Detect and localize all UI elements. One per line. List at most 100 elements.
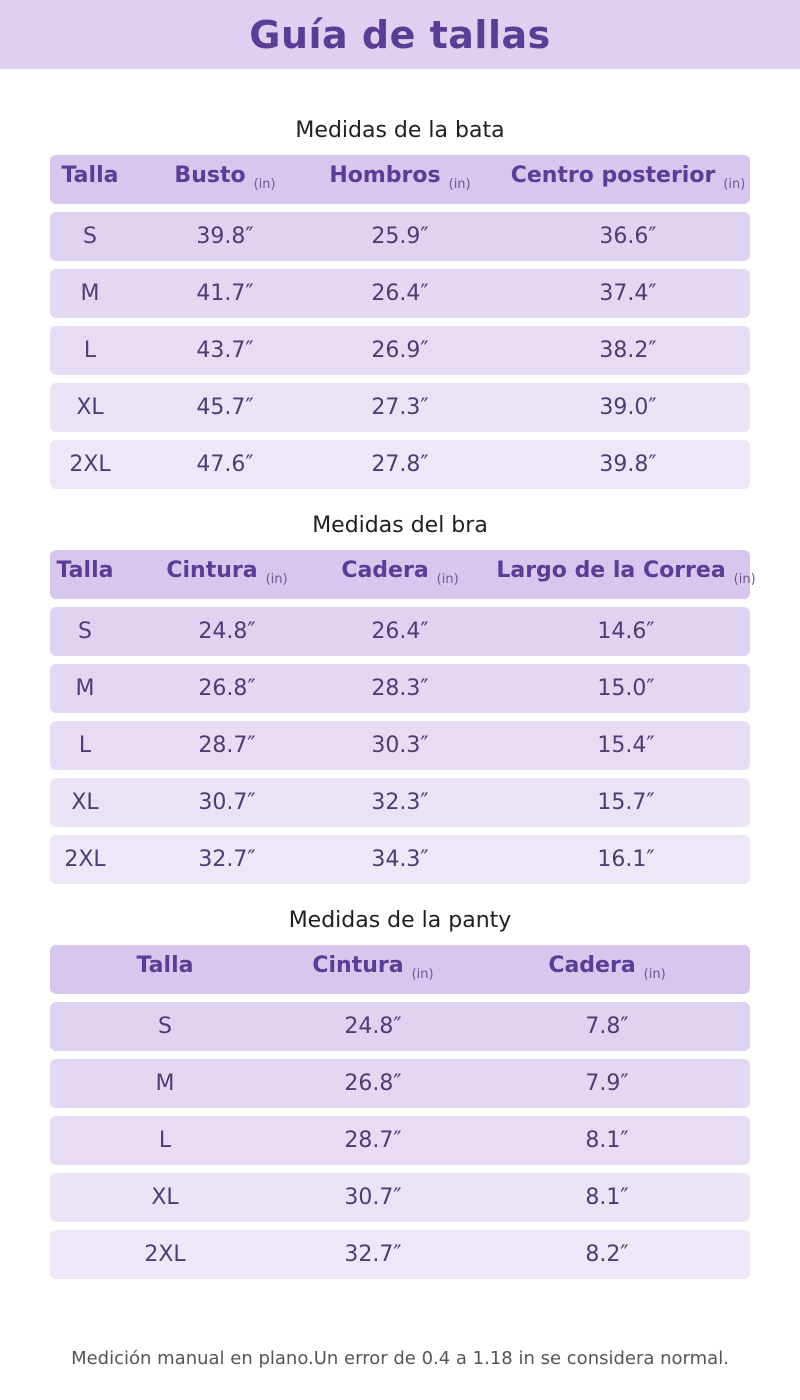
table-row: M 41.7″ 26.4″ 37.4″ [50, 269, 750, 318]
table-cell: 28.3″ [371, 676, 429, 701]
table-header-row: Talla Busto (in) Hombros (in) Centro posterio… [50, 155, 750, 204]
table-row: S 24.8″ 7.8″ [50, 1002, 750, 1051]
table-title: Medidas de la panty [288, 908, 512, 933]
table-cell: 30.7″ [198, 790, 256, 815]
table-cell: 38.2″ [599, 338, 657, 363]
table-cell: 41.7″ [196, 281, 254, 306]
table-cell: 8.1″ [585, 1128, 629, 1153]
table-row: 2XL 32.7″ 8.2″ [50, 1230, 750, 1279]
column-header: Largo de la Correa (in) [476, 550, 776, 599]
column-header-label: Cadera [341, 558, 429, 583]
bra-size-table: Medidas del bra Talla Cintura (in) Cadera (in… [50, 510, 756, 892]
column-header-label: Centro posterior [510, 163, 716, 188]
table-cell: 36.6″ [599, 224, 657, 249]
table-title: Medidas de la bata [295, 118, 505, 143]
table-cell: S [158, 1014, 172, 1039]
table-cell: XL [151, 1185, 179, 1210]
table-cell: 7.9″ [585, 1071, 629, 1096]
column-header: Cadera (in) [250, 550, 550, 599]
table-cell: S [78, 619, 92, 644]
column-header-label: Talla [61, 163, 119, 188]
column-header-label: Talla [136, 953, 194, 978]
column-unit: (in) [411, 967, 434, 982]
table-cell: 2XL [144, 1242, 186, 1267]
table-cell: 26.8″ [344, 1071, 402, 1096]
table-cell: M [155, 1071, 175, 1096]
table-row: 2XL 47.6″ 27.8″ 39.8″ [50, 440, 750, 489]
table-row: L 28.7″ 8.1″ [50, 1116, 750, 1165]
table-cell: 30.7″ [344, 1185, 402, 1210]
column-header: Talla [0, 550, 235, 599]
table-cell: 15.0″ [597, 676, 655, 701]
table-cell: 37.4″ [599, 281, 657, 306]
table-cell: L [83, 338, 97, 363]
column-header: Talla [0, 155, 240, 204]
table-cell: 32.7″ [344, 1242, 402, 1267]
column-unit: (in) [265, 572, 288, 587]
column-unit: (in) [253, 177, 276, 192]
column-header: Centro posterior (in) [478, 155, 778, 204]
column-unit: (in) [448, 177, 471, 192]
table-header-row: Talla Cintura (in) Cadera (in) [50, 945, 750, 994]
column-header: Hombros (in) [250, 155, 550, 204]
table-cell: 2XL [64, 847, 106, 872]
robe-size-table: Medidas de la bata Talla Busto (in) Hombros (… [50, 115, 750, 497]
panty-size-table: Medidas de la panty Talla Cintura (in) Cader… [50, 905, 750, 1287]
table-row: L 28.7″ 30.3″ 15.4″ [50, 721, 750, 770]
table-cell: XL [71, 790, 99, 815]
table-cell: 32.3″ [371, 790, 429, 815]
table-cell: L [78, 733, 92, 758]
table-row: 2XL 32.7″ 34.3″ 16.1″ [50, 835, 750, 884]
measurement-note: Medición manual en plano.Un error de 0.4… [71, 1348, 729, 1369]
column-header: Cintura (in) [77, 550, 377, 599]
table-cell: 7.8″ [585, 1014, 629, 1039]
column-header-label: Largo de la Correa [496, 558, 726, 583]
column-header: Busto (in) [75, 155, 375, 204]
table-row: M 26.8″ 28.3″ 15.0″ [50, 664, 750, 713]
table-cell: 26.4″ [371, 619, 429, 644]
table-title: Medidas del bra [312, 513, 488, 538]
table-cell: XL [76, 395, 104, 420]
table-cell: 34.3″ [371, 847, 429, 872]
table-cell: 8.1″ [585, 1185, 629, 1210]
table-cell: 27.3″ [371, 395, 429, 420]
table-cell: 39.8″ [196, 224, 254, 249]
table-cell: 39.0″ [599, 395, 657, 420]
column-unit: (in) [723, 177, 746, 192]
column-unit: (in) [733, 572, 756, 587]
column-header: Cintura (in) [223, 945, 523, 994]
table-row: L 43.7″ 26.9″ 38.2″ [50, 326, 750, 375]
column-header-label: Talla [56, 558, 114, 583]
column-header-label: Cintura [166, 558, 258, 583]
table-cell: 26.4″ [371, 281, 429, 306]
table-cell: 39.8″ [599, 452, 657, 477]
table-cell: 2XL [69, 452, 111, 477]
table-cell: M [75, 676, 95, 701]
table-cell: 8.2″ [585, 1242, 629, 1267]
table-cell: S [83, 224, 97, 249]
table-row: S 39.8″ 25.9″ 36.6″ [50, 212, 750, 261]
table-cell: 27.8″ [371, 452, 429, 477]
table-cell: 30.3″ [371, 733, 429, 758]
table-cell: 24.8″ [198, 619, 256, 644]
table-row: XL 30.7″ 32.3″ 15.7″ [50, 778, 750, 827]
table-cell: 15.7″ [597, 790, 655, 815]
table-cell: 26.8″ [198, 676, 256, 701]
table-cell: 16.1″ [597, 847, 655, 872]
table-header-row: Talla Cintura (in) Cadera (in) Largo de la Co… [50, 550, 756, 599]
column-unit: (in) [643, 967, 666, 982]
column-header-label: Cintura [312, 953, 404, 978]
table-row: S 24.8″ 26.4″ 14.6″ [50, 607, 750, 656]
table-row: XL 30.7″ 8.1″ [50, 1173, 750, 1222]
table-cell: 15.4″ [597, 733, 655, 758]
table-cell: 32.7″ [198, 847, 256, 872]
table-cell: L [158, 1128, 172, 1153]
table-cell: 14.6″ [597, 619, 655, 644]
column-header-label: Hombros [329, 163, 441, 188]
table-cell: 28.7″ [198, 733, 256, 758]
column-header: Talla [15, 945, 315, 994]
table-cell: 25.9″ [371, 224, 429, 249]
column-header-label: Busto [174, 163, 246, 188]
column-header-label: Cadera [548, 953, 636, 978]
column-unit: (in) [436, 572, 459, 587]
